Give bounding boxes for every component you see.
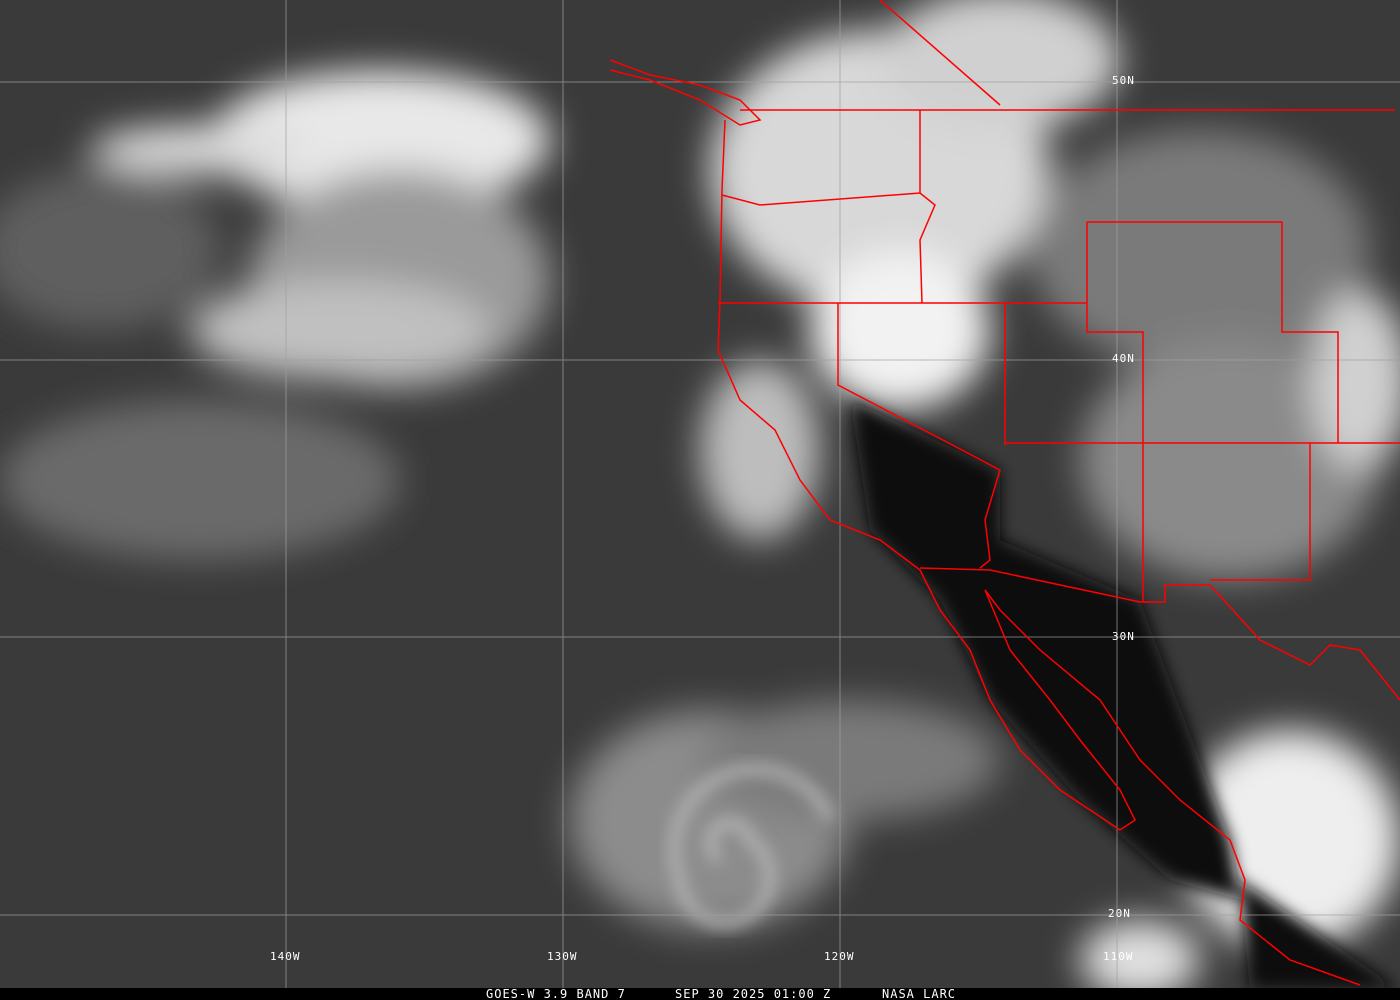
hurricane-spiral [669,764,835,928]
utah-border [1086,222,1144,602]
source-label: NASA LARC [882,987,957,1000]
lon-label-130w: 130W [547,950,578,963]
lon-label-110w: 110W [1103,950,1134,963]
lat-label-40n: 40N [1112,352,1135,365]
lat-label-20n: 20N [1108,907,1131,920]
timestamp-label: SEP 30 2025 01:00 Z [675,987,832,1000]
wa-or-border [721,192,936,304]
clear-dark-land [850,400,1400,990]
lon-label-120w: 120W [824,950,855,963]
political-boundaries [609,0,1400,986]
lat-label-30n: 30N [1112,630,1135,643]
us-mexico-border [919,567,1400,701]
nm-tx-border [1210,443,1311,581]
pacific-coastline [717,119,1361,986]
lon-label-140w: 140W [270,950,301,963]
canada-interior-border [879,0,1001,106]
ca-nv-border [837,303,1001,569]
lat-label-50n: 50N [1112,74,1135,87]
wyoming-montana-border [1087,221,1339,443]
caption-bar: GOES-W 3.9 BAND 7 SEP 30 2025 01:00 Z NA… [0,987,1400,1000]
vancouver-island [609,59,762,126]
product-label: GOES-W 3.9 BAND 7 [486,987,626,1000]
